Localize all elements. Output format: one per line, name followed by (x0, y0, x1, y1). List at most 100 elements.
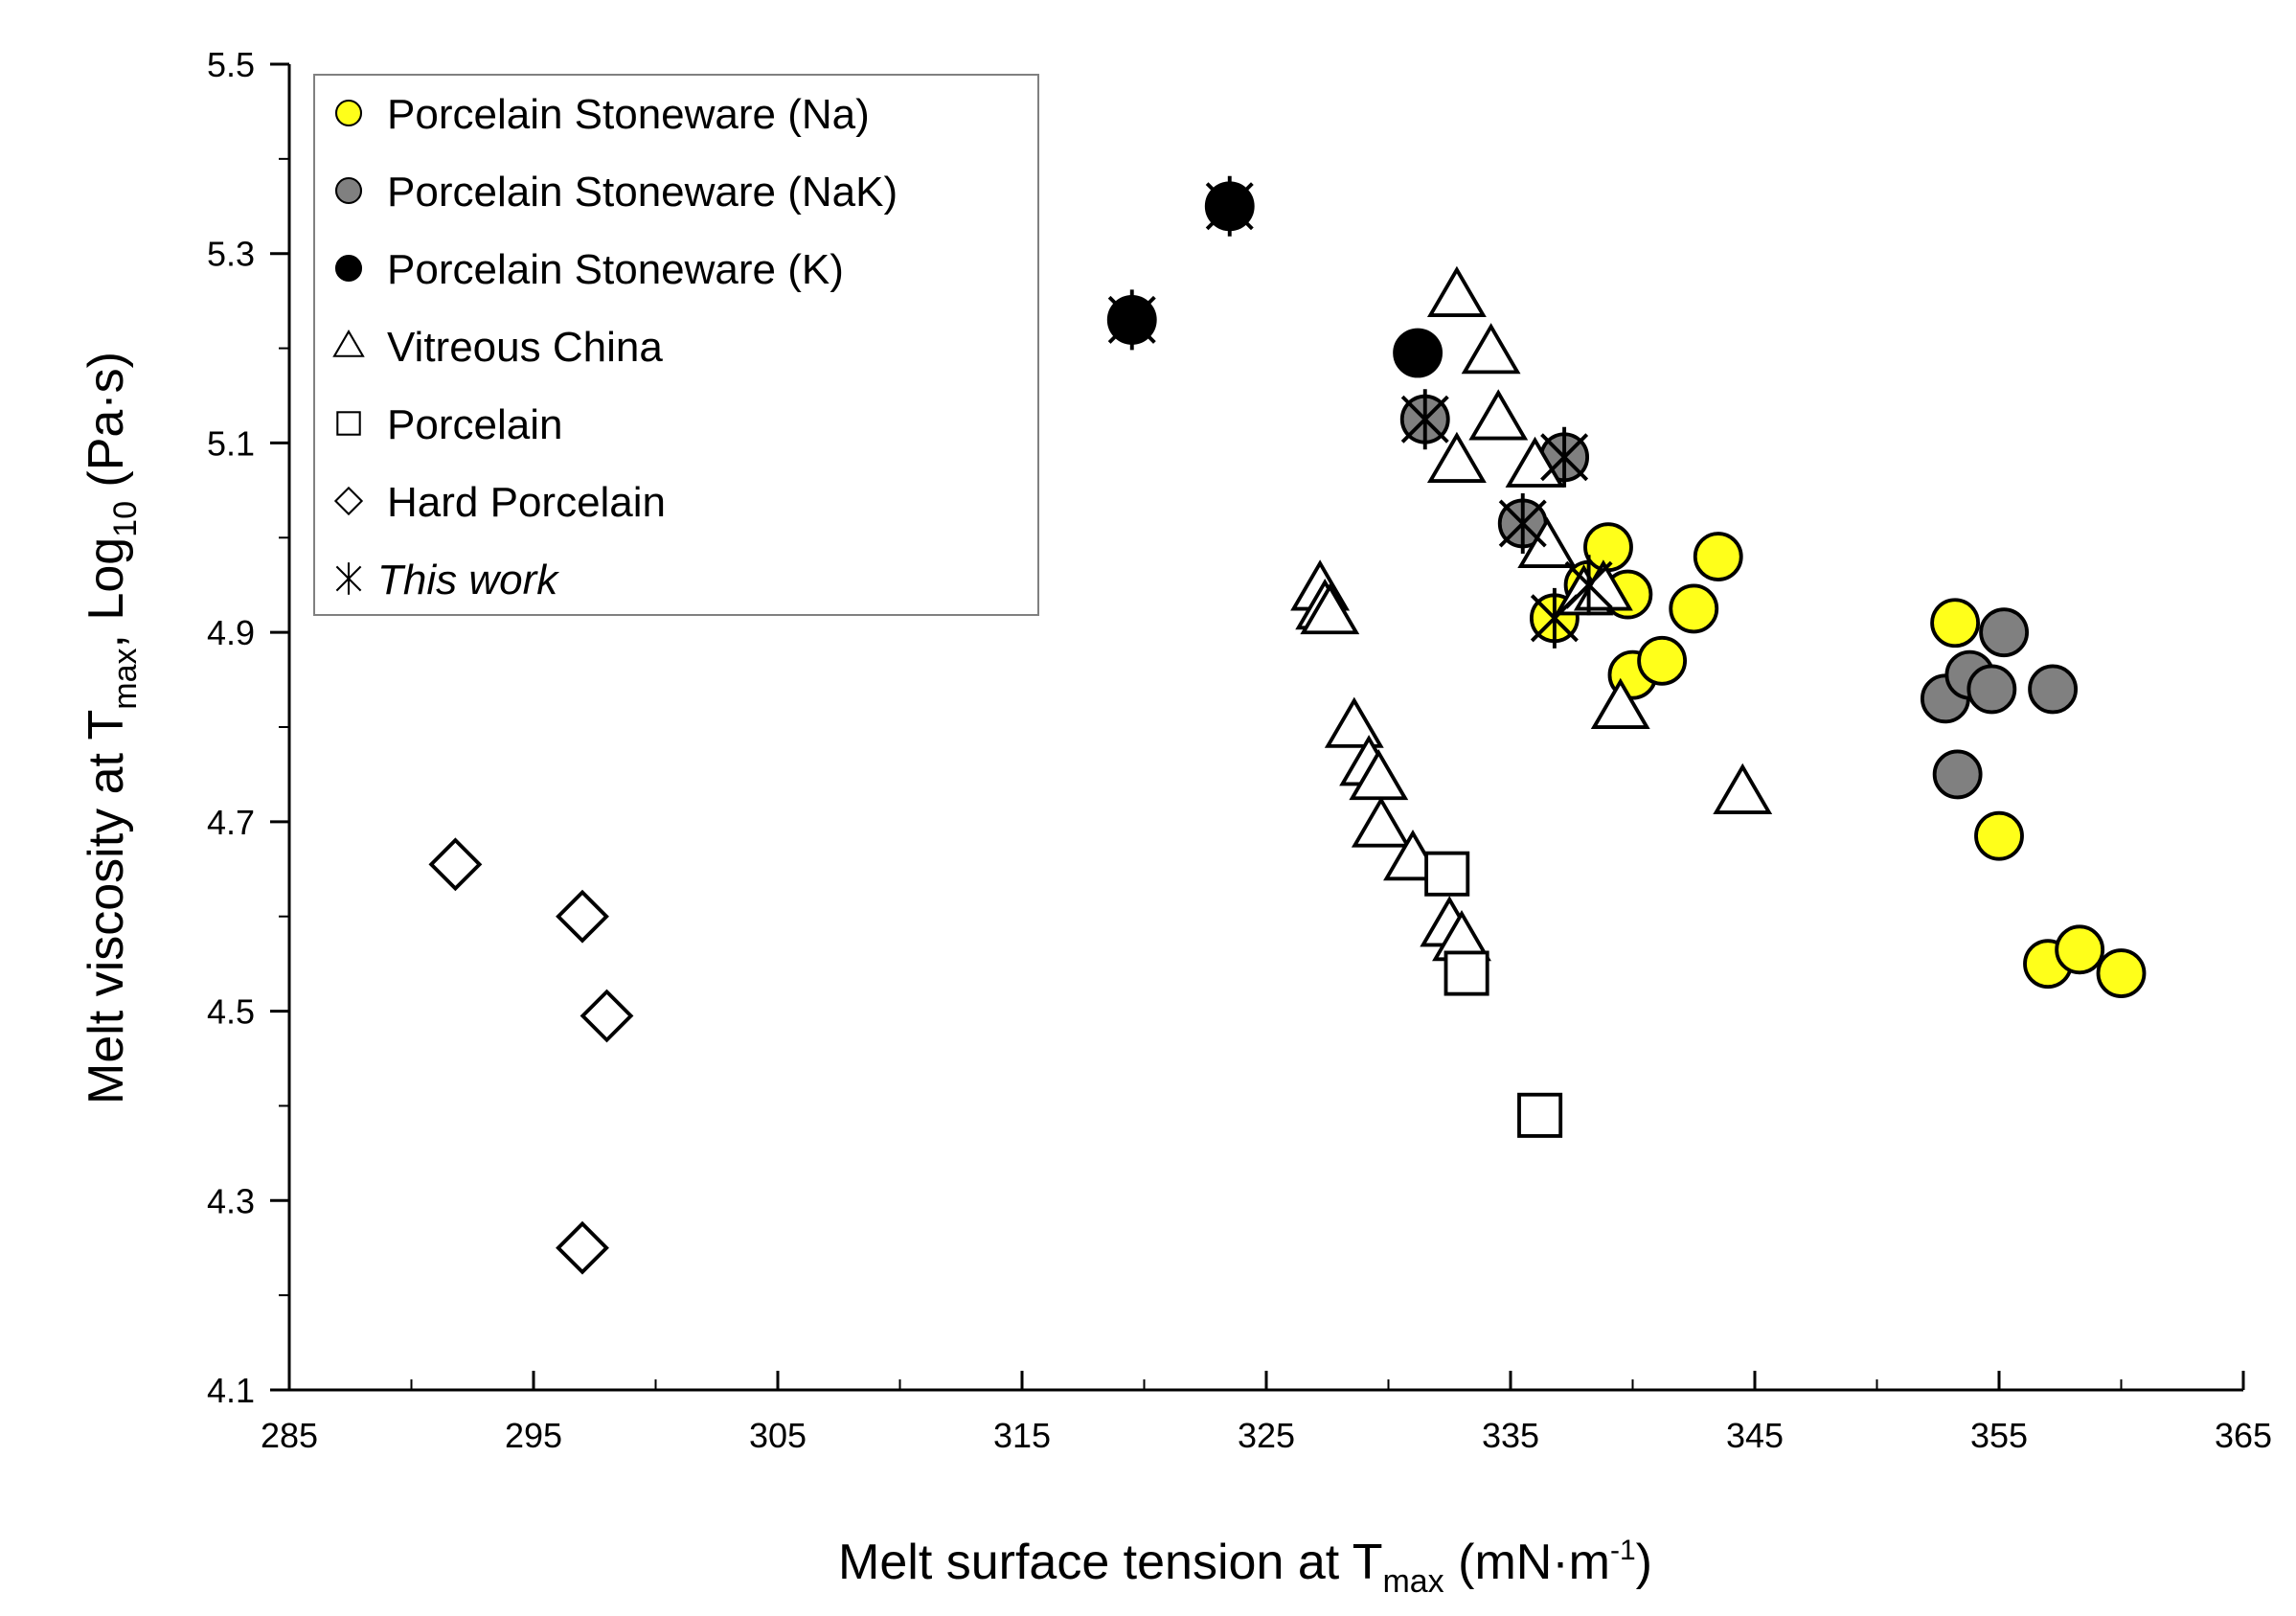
series-0 (1529, 522, 2147, 998)
y-tick-label: 4.5 (207, 992, 255, 1032)
legend-items: Porcelain Stoneware (Na) Porcelain Stonew… (332, 91, 898, 603)
legend-item: Vitreous China (332, 324, 663, 371)
legend-item: Porcelain (336, 401, 562, 448)
data-point (1974, 810, 2024, 861)
data-point (1979, 607, 2030, 658)
data-point (556, 1220, 609, 1275)
x-tick-label: 315 (993, 1416, 1051, 1455)
x-axis-title-unit: (mN·m (1444, 1535, 1610, 1590)
data-point (1966, 664, 2017, 715)
data-point (1349, 748, 1409, 801)
series-3 (1290, 265, 1773, 962)
y-axis-title-main: Melt viscosity at T (79, 710, 134, 1104)
data-point (1426, 265, 1487, 317)
data-point (1424, 851, 1470, 897)
x-axis-title-sup: -1 (1610, 1535, 1636, 1566)
data-point (1300, 582, 1360, 635)
y-tick-label: 4.7 (207, 803, 255, 842)
data-point (1351, 796, 1411, 848)
y-tick-label: 4.9 (207, 613, 255, 652)
legend-item: This work (335, 557, 559, 603)
data-point (428, 837, 483, 892)
ticks (270, 62, 2245, 1392)
x-tick-label: 355 (1970, 1416, 2028, 1455)
data-point (1713, 762, 1773, 814)
y-tick-label: 5.1 (207, 423, 255, 463)
series-2 (1106, 181, 1444, 378)
data-point (580, 989, 634, 1043)
legend-label: Porcelain Stoneware (NaK) (387, 169, 898, 216)
series-1 (1399, 394, 2079, 800)
legend-item: Porcelain Stoneware (NaK) (334, 169, 898, 216)
data-point (1461, 323, 1521, 375)
data-point (2055, 924, 2105, 975)
y-tick-label: 4.3 (207, 1181, 255, 1220)
x-tick-label: 305 (749, 1416, 807, 1455)
legend-label: Hard Porcelain (387, 479, 666, 526)
series-4 (1424, 851, 1563, 1138)
data-point (1930, 598, 1981, 649)
this-work-marker (1564, 555, 1613, 616)
legend-marker (334, 99, 363, 127)
data-point (1590, 677, 1650, 730)
legend-item: Hard Porcelain (333, 479, 666, 526)
x-axis-title-end: ) (1636, 1535, 1652, 1590)
data-point (1426, 431, 1487, 483)
data-points (428, 175, 2147, 1275)
y-tick-label: 5.5 (207, 45, 255, 84)
y-tick-label: 5.3 (207, 235, 255, 274)
legend-label: Porcelain (387, 401, 562, 448)
x-tick-label: 345 (1726, 1416, 1784, 1455)
x-tick-label: 325 (1238, 1416, 1295, 1455)
y-tick-label: 4.1 (207, 1371, 255, 1410)
legend: Porcelain Stoneware (Na) Porcelain Stonew… (313, 74, 1039, 616)
series-6 (1107, 175, 1613, 649)
legend-item: Porcelain Stoneware (K) (334, 246, 844, 293)
data-point (556, 889, 609, 944)
this-work-marker (1400, 389, 1449, 450)
x-tick-label: 285 (261, 1416, 318, 1455)
y-axis-title-sub2: 10 (107, 501, 144, 537)
tick-labels: 285 295 305 315 325 335 345 355 365 4.1 4.3 4.5 4.7 4… (207, 45, 2272, 1455)
data-point (2028, 664, 2079, 715)
series-5 (428, 837, 634, 1275)
x-tick-label: 335 (1482, 1416, 1539, 1455)
this-work-marker (1498, 492, 1547, 554)
y-axis-title: Melt viscosity at Tmax, Log10 (Pa·s) (79, 352, 144, 1104)
y-axis-title-sub: max (107, 649, 144, 710)
legend-marker (334, 254, 363, 283)
data-point (1669, 583, 1719, 634)
data-point (2096, 948, 2147, 998)
legend-item: Porcelain Stoneware (Na) (334, 91, 870, 138)
legend-label: Vitreous China (387, 324, 663, 371)
x-axis-title-sub: max (1382, 1563, 1444, 1600)
x-axis-title: Melt surface tension at Tmax (mN·m-1) (838, 1535, 1652, 1600)
y-axis-title-mid: , Log (79, 537, 134, 649)
data-point (1444, 950, 1489, 996)
legend-marker (333, 486, 364, 516)
data-point (1693, 532, 1743, 581)
this-work-marker (1540, 426, 1589, 488)
this-work-marker (1205, 175, 1254, 237)
legend-label: Porcelain Stoneware (K) (387, 246, 844, 293)
data-point (1517, 516, 1578, 568)
legend-marker (335, 562, 362, 595)
data-point (1517, 1092, 1563, 1138)
x-tick-label: 295 (505, 1416, 562, 1455)
legend-marker (332, 329, 365, 357)
legend-label: Porcelain Stoneware (Na) (387, 91, 870, 138)
y-axis-title-unit: (Pa·s) (79, 352, 134, 501)
legend-marker (336, 411, 361, 436)
data-point (1637, 635, 1688, 686)
this-work-marker (1107, 289, 1156, 351)
x-axis-title-main: Melt surface tension at T (838, 1535, 1382, 1590)
x-tick-label: 365 (2215, 1416, 2272, 1455)
legend-label: This work (377, 557, 559, 603)
legend-marker (334, 176, 363, 205)
data-point (1468, 389, 1529, 441)
data-point (1324, 696, 1384, 748)
legend-box (313, 74, 1039, 616)
data-point (1932, 749, 1983, 800)
data-point (1393, 328, 1444, 378)
